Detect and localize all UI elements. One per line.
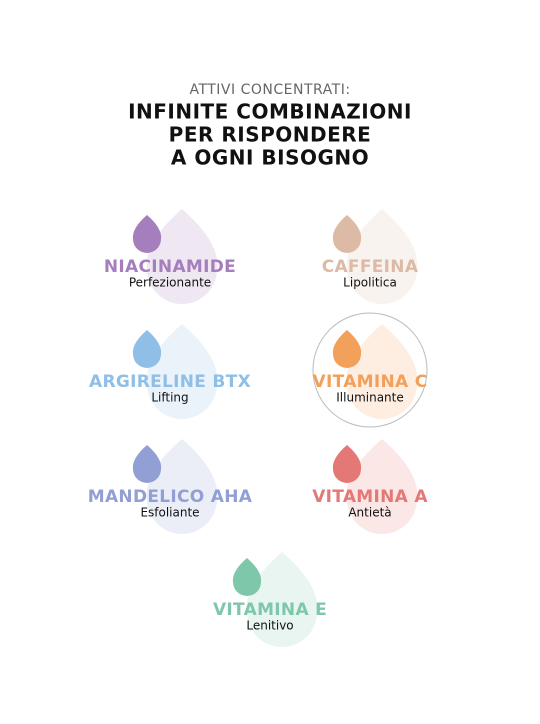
- ingredient-name: MANDELICO AHA: [88, 487, 253, 507]
- drop-bg: [146, 209, 218, 304]
- subtitle: ATTIVI CONCENTRATI:: [189, 82, 350, 98]
- title-line: INFINITE COMBINAZIONI: [128, 100, 412, 124]
- ingredient-description: Lifting: [151, 391, 188, 405]
- drop: [332, 215, 362, 253]
- drop-bg: [346, 439, 418, 534]
- ingredient-description: Perfezionante: [129, 276, 211, 290]
- ingredient-name: VITAMINA E: [213, 600, 327, 620]
- ingredient-name: ARGIRELINE BTX: [89, 372, 251, 392]
- drop-bg: [346, 209, 418, 304]
- title-line: A OGNI BISOGNO: [171, 146, 369, 170]
- ingredient-description: Illuminante: [336, 391, 404, 405]
- drop: [232, 558, 262, 596]
- ingredient-name: VITAMINA A: [312, 487, 428, 507]
- ingredient-description: Antietà: [348, 506, 391, 520]
- ingredient-description: Lenitivo: [246, 619, 293, 633]
- ingredient-name: CAFFEINA: [322, 257, 419, 277]
- drop-bg: [146, 439, 218, 534]
- ingredient-description: Lipolitica: [343, 276, 397, 290]
- drop-bg: [346, 324, 418, 419]
- ingredient-name: VITAMINA C: [313, 372, 428, 392]
- drop: [332, 330, 362, 368]
- ingredient-description: Esfoliante: [140, 506, 199, 520]
- drop: [132, 330, 162, 368]
- drop-bg: [246, 552, 318, 647]
- ingredient-name: NIACINAMIDE: [104, 257, 236, 277]
- drop: [132, 445, 162, 483]
- drop: [332, 445, 362, 483]
- drop: [132, 215, 162, 253]
- drop-bg: [146, 324, 218, 419]
- title-line: PER RISPONDERE: [169, 123, 372, 147]
- highlight-circle: [312, 312, 428, 428]
